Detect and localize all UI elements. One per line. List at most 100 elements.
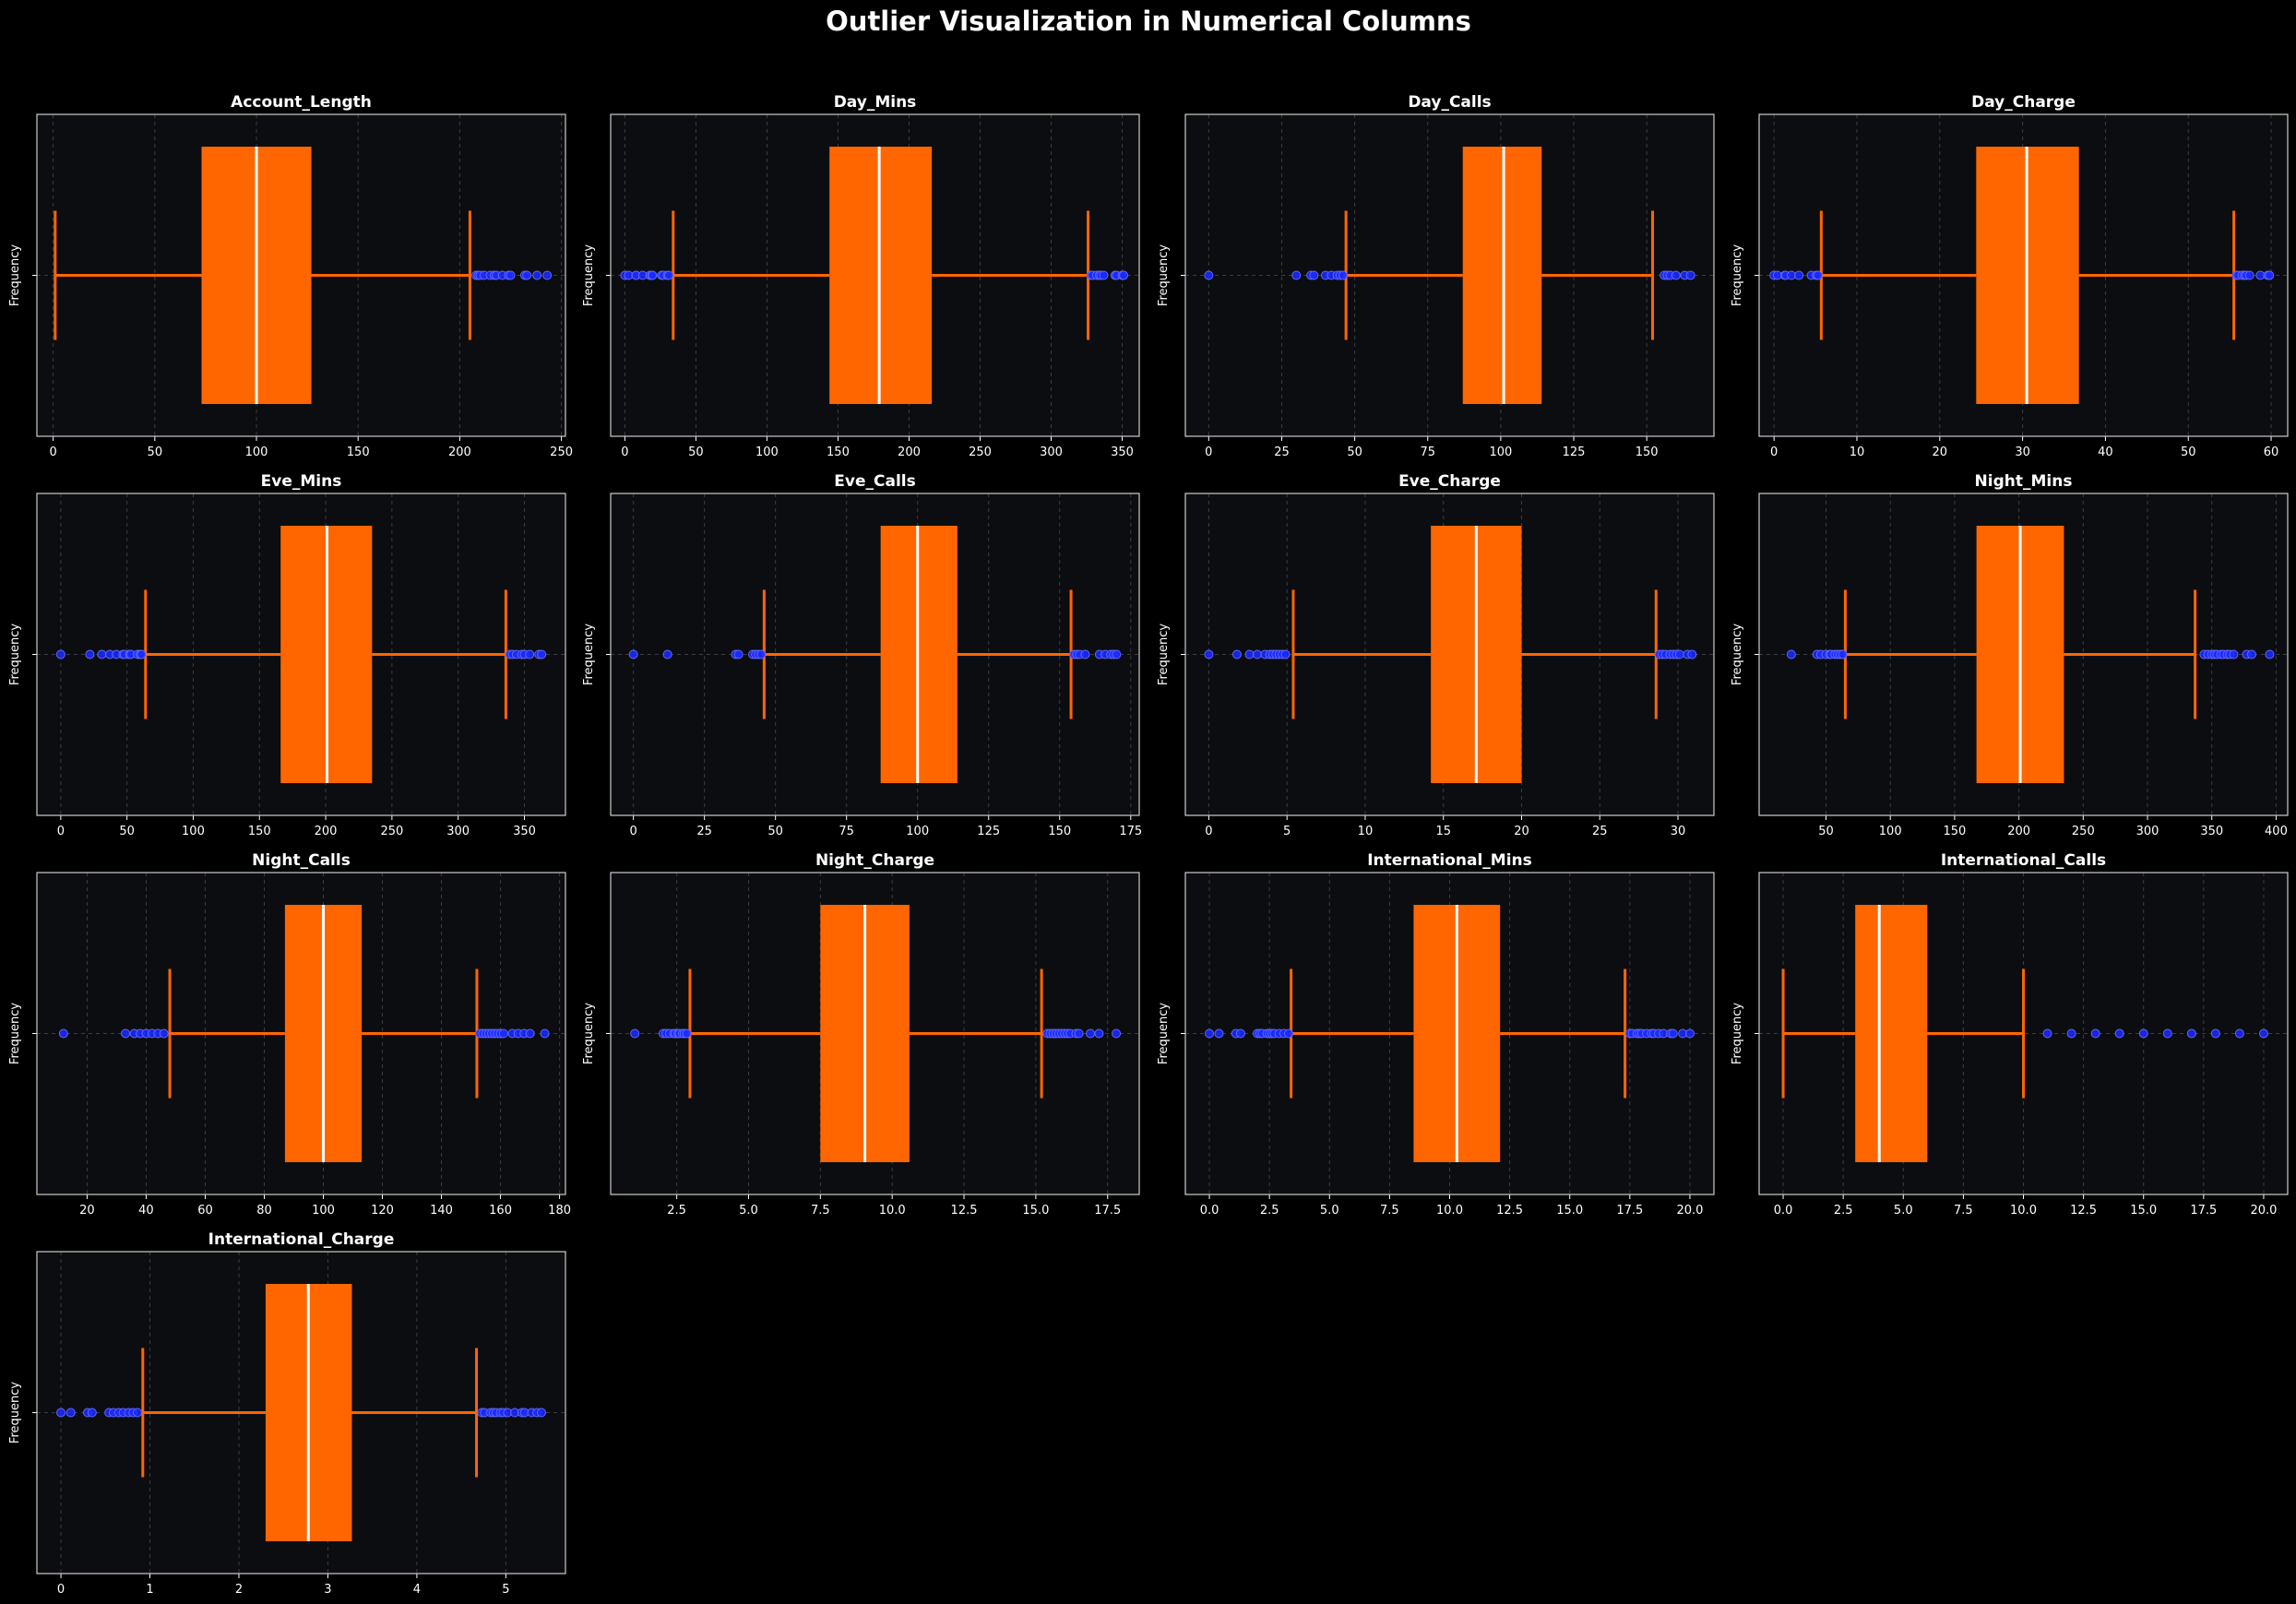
chart-0-x-tick-label: 100 [245,446,268,459]
chart-10-outlier [1214,1028,1224,1039]
chart-7: 50 100 150 200 250 300 350 400 Night_Mins Frequen… [1731,472,2289,838]
chart-0: 0 50 100 150 200 250 Account_Length Frequency [8,93,573,459]
chart-2-x-tick-label: 50 [1347,446,1362,459]
chart-1-x-tick-label: 250 [969,446,992,459]
chart-4-outlier [537,649,547,659]
chart-0-x-tick-label: 50 [148,446,163,459]
chart-3-frame [1758,113,2289,437]
chart-11-x-tick-label: 7.5 [1954,1204,1973,1218]
chart-11-outlier [2042,1028,2052,1039]
chart-10-x-tick-label: 20.0 [1676,1204,1703,1218]
chart-7-x-tick-label: 150 [1943,825,1966,838]
chart-1-outlier [648,270,658,280]
chart-0-outlier [532,270,542,280]
chart-4-title: Eve_Mins [261,472,342,491]
chart-4-x-tick-label: 150 [248,825,271,838]
chart-10-x-tick-label: 10.0 [1436,1204,1463,1218]
chart-6-x-tick-label: 15 [1435,825,1451,838]
chart-3-outlier [1794,270,1804,280]
chart-5-x-tick-label: 25 [696,825,712,838]
chart-7-title: Night_Mins [1975,472,2073,491]
chart-2-title: Day_Calls [1408,93,1491,112]
chart-3: 0 10 20 30 40 50 60 Day_Charge Frequency [1731,93,2289,459]
chart-5-box [880,526,958,783]
chart-5-x-tick-label: 125 [977,825,1000,838]
chart-2-outlier [1291,270,1302,280]
chart-10-outlier [1684,1028,1695,1039]
chart-10-y-label: Frequency [1157,1003,1171,1064]
chart-1-frame [610,113,1140,437]
chart-7-x-tick-label: 300 [2136,825,2159,838]
chart-6-outlier [1231,649,1242,659]
chart-5-outlier [662,649,672,659]
chart-2-frame [1184,113,1715,437]
chart-11-outlier [2114,1028,2124,1039]
chart-1-outlier [1099,270,1109,280]
chart-2-outlier [1671,270,1681,280]
chart-7-x-tick-label: 200 [2007,825,2030,838]
chart-10-x-tick-label: 7.5 [1380,1204,1399,1218]
chart-1-box [829,147,933,404]
chart-6-x-tick-label: 20 [1514,825,1529,838]
chart-4: 0 50 100 150 200 250 300 350 Eve_Mins Frequency [8,472,566,838]
chart-6-x-tick-label: 0 [1205,825,1212,838]
chart-11-outlier [2090,1028,2100,1039]
chart-3-outlier [2244,270,2254,280]
chart-7-outlier [2246,649,2256,659]
chart-8-title: Night_Calls [252,851,351,870]
chart-9-outlier [630,1028,640,1039]
chart-10-x-tick-label: 2.5 [1260,1204,1279,1218]
chart-12-x-tick-label: 4 [413,1583,421,1597]
chart-9-x-tick-label: 17.5 [1094,1204,1121,1218]
chart-9-x-tick-label: 2.5 [667,1204,686,1218]
chart-6-outlier [1244,649,1255,659]
chart-12-frame [36,1251,566,1574]
chart-7-x-tick-label: 350 [2200,825,2223,838]
chart-12-outlier [87,1408,97,1418]
chart-8-outlier [540,1028,550,1039]
chart-7-outlier [1838,649,1848,659]
chart-2-box [1462,147,1542,404]
chart-6-x-tick-label: 5 [1283,825,1291,838]
chart-9-x-tick-label: 7.5 [811,1204,830,1218]
chart-5-outlier [628,649,638,659]
chart-5-outlier [1080,649,1090,659]
chart-2: 0 25 50 75 100 125 150 Day_Calls Frequency [1157,93,1715,459]
chart-10-frame [1184,872,1715,1195]
chart-11-outlier [2186,1028,2196,1039]
chart-9: 2.5 5.0 7.5 10.0 12.5 15.0 17.5 Night_Charge Fre… [582,851,1140,1218]
chart-11-x-tick-label: 2.5 [1834,1204,1853,1218]
chart-4-x-tick-label: 50 [119,825,135,838]
chart-6-x-tick-label: 30 [1671,825,1686,838]
chart-4-outlier [137,649,147,659]
chart-9-y-label: Frequency [582,1003,596,1064]
chart-12-x-tick-label: 5 [502,1583,509,1597]
chart-0-title: Account_Length [231,93,372,112]
chart-4-x-tick-label: 350 [513,825,536,838]
chart-8-y-label: Frequency [8,1003,22,1064]
chart-9-title: Night_Charge [815,851,934,870]
chart-8-outlier [58,1028,68,1039]
chart-7-outlier [2229,649,2239,659]
chart-7-x-tick-label: 50 [1818,825,1834,838]
figure-title: Outlier Visualization in Numerical Colum… [826,6,1471,37]
chart-12-outlier [133,1408,143,1418]
chart-8-frame [36,872,566,1195]
chart-9-outlier [1074,1028,1084,1039]
chart-8-x-tick-label: 140 [430,1204,453,1218]
chart-0-outlier [506,270,516,280]
chart-9-frame [610,872,1140,1195]
chart-11-x-tick-label: 5.0 [1894,1204,1913,1218]
chart-4-frame [36,493,566,816]
chart-5-x-tick-label: 0 [630,825,637,838]
chart-2-x-tick-label: 125 [1563,446,1586,459]
chart-5-x-tick-label: 175 [1119,825,1142,838]
chart-4-outlier [55,649,65,659]
chart-10-x-tick-label: 0.0 [1200,1204,1219,1218]
chart-0-x-tick-label: 0 [49,446,56,459]
chart-9-x-tick-label: 15.0 [1022,1204,1049,1218]
chart-9-outlier [1112,1028,1122,1039]
chart-2-x-tick-label: 0 [1205,446,1212,459]
chart-11-outlier [2066,1028,2076,1039]
chart-6-x-tick-label: 25 [1592,825,1608,838]
